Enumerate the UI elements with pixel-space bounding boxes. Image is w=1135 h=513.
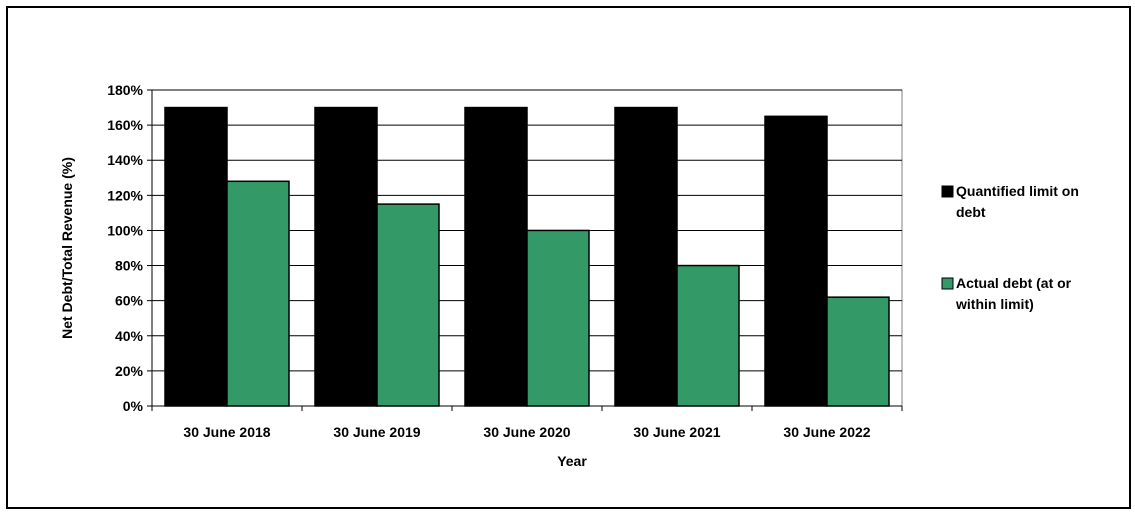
x-tick-label: 30 June 2022 [783, 424, 870, 440]
y-tick-label: 140% [107, 152, 143, 168]
y-tick-label: 100% [107, 222, 143, 238]
legend-label-actual: Actual debt (at or [956, 275, 1072, 291]
y-tick-label: 60% [115, 293, 144, 309]
bar-actual-0 [226, 180, 290, 407]
x-tick-label: 30 June 2019 [333, 424, 420, 440]
y-tick-label: 20% [115, 363, 144, 379]
x-tick-label: 30 June 2018 [183, 424, 270, 440]
legend-label-limit: Quantified limit on [956, 183, 1079, 199]
legend-label-limit: debt [956, 204, 986, 220]
y-tick-label: 120% [107, 187, 143, 203]
x-tick-label: 30 June 2021 [633, 424, 720, 440]
legend-swatch-limit [941, 185, 954, 198]
bar-limit-1 [314, 106, 378, 407]
legend-label-actual: within limit) [955, 296, 1034, 312]
x-tick-labels: 30 June 2018 30 June 2019 30 June 2020 30 J… [183, 424, 870, 440]
bar-limit-0 [164, 106, 228, 407]
legend: Quantified limit on debt Actual debt (at o… [941, 183, 1079, 312]
y-tick-label: 180% [107, 82, 143, 98]
bar-limit-2 [464, 106, 528, 407]
axes [147, 89, 903, 411]
bar-limit-3 [614, 106, 678, 407]
bar-actual-1 [376, 203, 440, 407]
bars [164, 106, 890, 407]
y-tick-label: 80% [115, 258, 144, 274]
bar-actual-2 [526, 229, 590, 407]
y-tick-label: 160% [107, 117, 143, 133]
y-tick-labels: 0% 20% 40% 60% 80% 100% 120% 140% 160% 180% [107, 82, 143, 414]
y-axis-title: Net Debt/Total Revenue (%) [59, 157, 75, 339]
x-tick-label: 30 June 2020 [483, 424, 570, 440]
legend-swatch-actual [941, 277, 954, 290]
y-tick-label: 40% [115, 328, 144, 344]
x-axis-title: Year [557, 453, 587, 469]
y-tick-label: 0% [123, 398, 144, 414]
bar-limit-4 [764, 115, 828, 407]
bar-actual-3 [676, 264, 740, 407]
bar-actual-4 [826, 296, 890, 407]
